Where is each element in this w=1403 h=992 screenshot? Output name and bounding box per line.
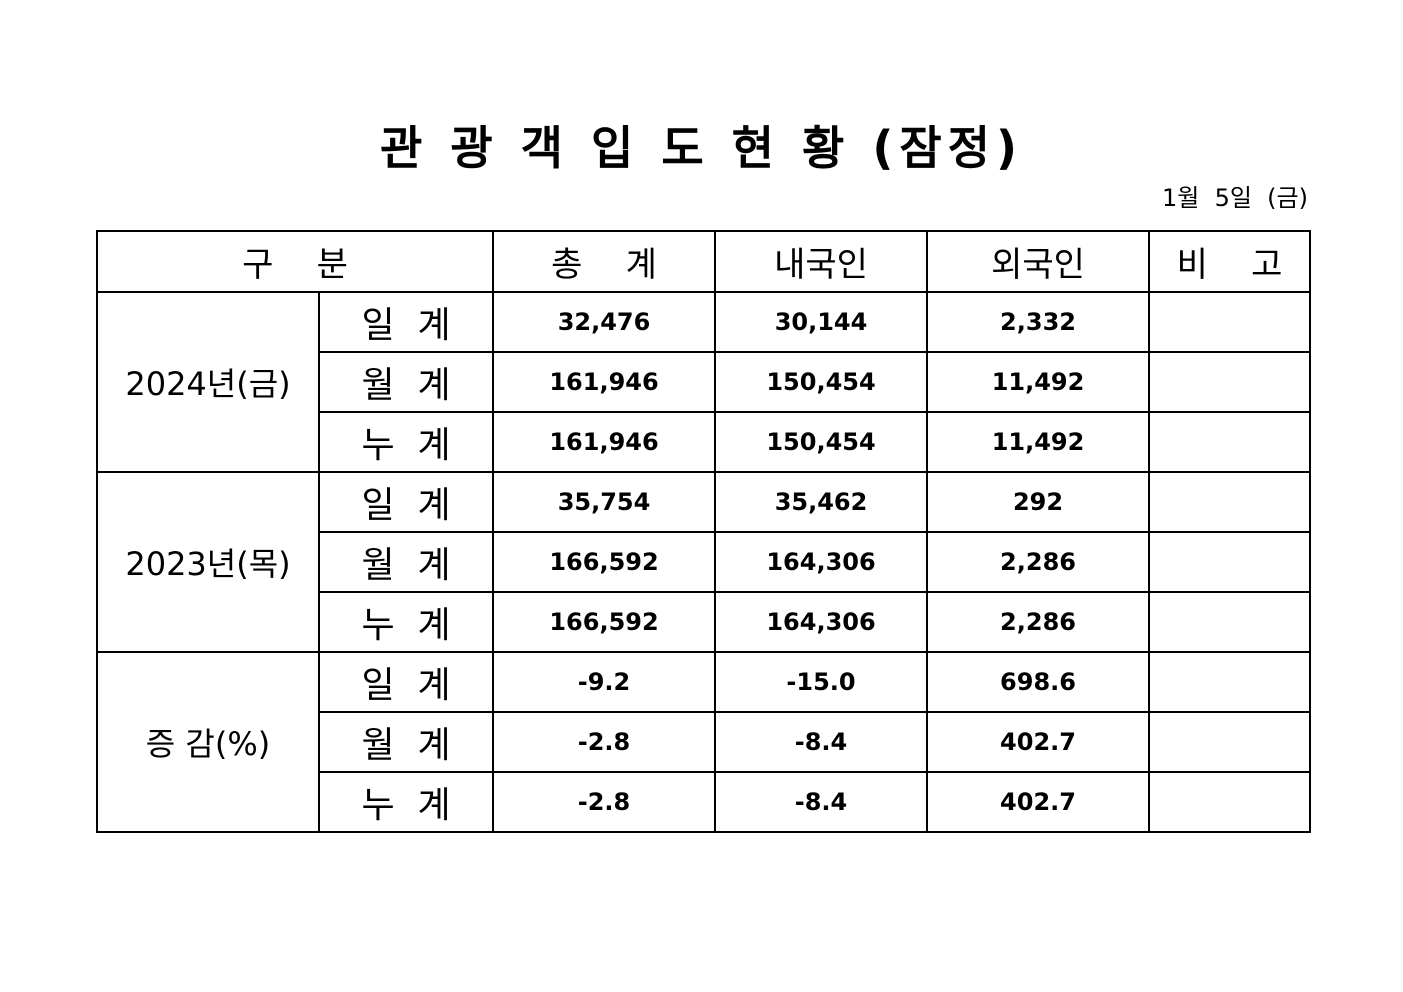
foreign-cell: 2,286	[926, 591, 1151, 653]
domestic-cell: 164,306	[714, 591, 929, 653]
total-cell: 161,946	[492, 411, 717, 473]
total-cell: 32,476	[492, 291, 717, 353]
domestic-cell: 35,462	[714, 471, 929, 533]
header-domestic: 내국인	[714, 230, 929, 293]
table-row: 누 계 161,946 150,454 11,492	[97, 411, 1312, 473]
header-category: 구 분	[95, 230, 495, 293]
note-cell	[1148, 711, 1312, 773]
total-cell: -2.8	[492, 771, 717, 833]
group-label: 2023년(목)	[96, 471, 320, 653]
foreign-cell: 402.7	[926, 771, 1151, 833]
domestic-cell: 30,144	[714, 291, 929, 353]
header-note: 비 고	[1148, 230, 1312, 293]
header-foreign: 외국인	[926, 230, 1151, 293]
visitor-statistics-table: 구 분 총 계 내국인 외국인 비 고 2024년(금) 일 계 32,476 30,…	[95, 230, 1312, 833]
row-label: 월 계	[317, 711, 495, 773]
table-row: 증 감(%) 일 계 -9.2 -15.0 698.6	[96, 651, 1312, 833]
table-row: 월 계 -2.8 -8.4 402.7	[97, 711, 1312, 773]
note-cell	[1148, 471, 1312, 533]
note-cell	[1148, 351, 1312, 413]
note-cell	[1148, 591, 1312, 653]
row-label: 일 계	[317, 291, 495, 353]
total-cell: 166,592	[492, 531, 717, 593]
table-row: 누 계 -2.8 -8.4 402.7	[97, 771, 1312, 833]
group-label: 증 감(%)	[96, 651, 320, 833]
row-label: 누 계	[317, 411, 495, 473]
domestic-cell: 150,454	[714, 411, 929, 473]
domestic-cell: 164,306	[714, 531, 929, 593]
row-label: 월 계	[317, 351, 495, 413]
foreign-cell: 292	[926, 471, 1151, 533]
domestic-cell: -8.4	[714, 771, 929, 833]
foreign-cell: 2,286	[926, 531, 1151, 593]
table-row: 누 계 166,592 164,306 2,286	[97, 591, 1312, 653]
row-label: 누 계	[317, 771, 495, 833]
row-label: 월 계	[317, 531, 495, 593]
header-row: 구 분 총 계 내국인 외국인 비 고	[95, 230, 1312, 293]
foreign-cell: 402.7	[926, 711, 1151, 773]
report-date: 1월 5일 (금)	[1161, 184, 1308, 212]
page-title: 관 광 객 입 도 현 황 (잠정)	[379, 121, 1024, 175]
note-cell	[1148, 411, 1312, 473]
note-cell	[1148, 291, 1312, 353]
table-row: 2023년(목) 일 계 35,754 35,462 292	[96, 471, 1312, 653]
row-label: 누 계	[317, 591, 495, 653]
total-cell: -2.8	[492, 711, 717, 773]
row-label: 일 계	[317, 471, 495, 533]
table-row: 2024년(금) 일 계 32,476 30,144 2,332	[96, 291, 1312, 473]
foreign-cell: 698.6	[926, 651, 1151, 713]
group-label: 2024년(금)	[96, 291, 320, 473]
foreign-cell: 2,332	[926, 291, 1151, 353]
note-cell	[1148, 651, 1312, 713]
domestic-cell: 150,454	[714, 351, 929, 413]
table-row: 월 계 166,592 164,306 2,286	[97, 531, 1312, 593]
domestic-cell: -8.4	[714, 711, 929, 773]
total-cell: 166,592	[492, 591, 717, 653]
table-row: 월 계 161,946 150,454 11,492	[97, 351, 1312, 413]
note-cell	[1148, 771, 1312, 833]
domestic-cell: -15.0	[714, 651, 929, 713]
total-cell: 35,754	[492, 471, 717, 533]
foreign-cell: 11,492	[926, 351, 1151, 413]
foreign-cell: 11,492	[926, 411, 1151, 473]
note-cell	[1148, 531, 1312, 593]
header-total: 총 계	[492, 230, 717, 293]
total-cell: -9.2	[492, 651, 717, 713]
total-cell: 161,946	[492, 351, 717, 413]
row-label: 일 계	[317, 651, 495, 713]
